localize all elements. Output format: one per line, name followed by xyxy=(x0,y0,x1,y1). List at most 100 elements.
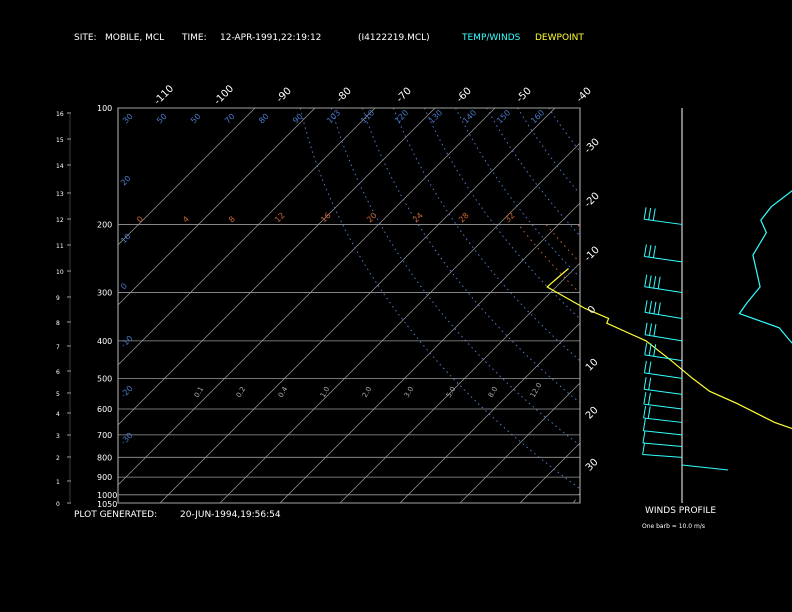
isotherm-line xyxy=(459,382,580,503)
dry-adiabat-label: 50 xyxy=(155,112,169,126)
dry-adiabat-label: -30 xyxy=(119,431,135,447)
wind-barb-feather xyxy=(648,377,652,390)
height-tick-label: 4 xyxy=(56,411,60,418)
mixing-ratio-label: 2.0 xyxy=(361,385,373,399)
dry-adiabat-line xyxy=(611,108,792,503)
dry-adiabat-label: 70 xyxy=(223,112,237,126)
moist-adiabat-label: 24 xyxy=(411,211,425,225)
moist-adiabat-line xyxy=(577,224,580,228)
isotherm-line xyxy=(640,108,792,503)
wind-barb xyxy=(681,464,729,471)
moist-adiabat-label: 8 xyxy=(227,214,237,224)
wind-barb-feather xyxy=(643,244,647,257)
dry-adiabat-label: 140 xyxy=(461,108,478,125)
wind-barb-feather xyxy=(648,245,652,258)
wind-barb-feather xyxy=(642,442,646,455)
legend-dewpoint: DEWPOINT xyxy=(535,33,584,43)
wind-barb-feather xyxy=(643,405,647,419)
pressure-tick-label: 600 xyxy=(97,405,112,414)
wind-barb-feather xyxy=(652,245,656,258)
wind-barb-feather xyxy=(648,275,652,288)
mixing-ratio-label: 0.4 xyxy=(277,385,290,399)
dry-adiabat-label: 0 xyxy=(119,281,129,291)
right-temp-label: -20 xyxy=(583,191,602,210)
isotherm-line xyxy=(159,108,556,503)
dry-adiabat-label: 103 xyxy=(325,108,342,125)
isotherm-line xyxy=(118,108,376,366)
dry-adiabat-label: -20 xyxy=(119,384,135,400)
wind-barb-feather xyxy=(643,377,647,390)
right-temp-label: -30 xyxy=(583,137,602,156)
moist-adiabat-line xyxy=(657,224,792,503)
wind-barb xyxy=(643,403,683,410)
dry-adiabat-label: 10 xyxy=(119,232,133,246)
wind-barb-feather xyxy=(648,361,652,374)
pressure-tick-label: 100 xyxy=(97,104,112,113)
wind-barb-feather xyxy=(647,392,651,405)
legend-temp-winds: TEMP/WINDS xyxy=(462,33,521,43)
dry-adiabat-line xyxy=(642,108,792,503)
isotherm-line xyxy=(339,262,580,503)
dry-adiabat-label: -10 xyxy=(119,334,135,350)
site-label: SITE: xyxy=(74,33,97,43)
isotherm-line xyxy=(118,108,256,246)
mixing-ratio-line xyxy=(573,492,580,503)
pressure-tick-label: 200 xyxy=(97,220,112,229)
pressure-tick-label: 300 xyxy=(97,289,112,298)
height-tick-label: 11 xyxy=(56,243,64,250)
isotherm-line xyxy=(118,108,316,306)
plot-frame xyxy=(117,107,581,504)
moist-adiabat-line xyxy=(709,224,792,503)
wind-barb-feather xyxy=(653,301,657,314)
temperature-profile xyxy=(738,190,792,344)
dry-adiabat-label: 120 xyxy=(393,108,410,125)
height-tick-label: 8 xyxy=(56,320,60,327)
pressure-tick-label: 800 xyxy=(97,453,112,462)
wind-barb-feather xyxy=(647,406,651,419)
right-temp-label: -10 xyxy=(583,245,602,264)
wind-barb-feather xyxy=(642,418,646,431)
pressure-tick-label: 400 xyxy=(97,337,112,346)
wind-barb-feather xyxy=(653,324,657,337)
pressure-tick-label: 1050 xyxy=(97,500,117,509)
right-temp-label: 10 xyxy=(584,357,601,374)
moist-adiabat-label: 4 xyxy=(181,214,191,224)
moist-adiabat-label: 12 xyxy=(273,211,287,225)
isotherm-line xyxy=(118,108,496,486)
plot-generated-label: PLOT GENERATED: xyxy=(74,510,158,520)
chart-series xyxy=(546,190,792,430)
dry-adiabat-line xyxy=(735,108,792,503)
top-temp-label: -100 xyxy=(212,83,236,107)
moist-adiabat-line xyxy=(518,224,580,294)
plot-generated-value: 20-JUN-1994,19:56:54 xyxy=(180,510,281,520)
chart-labels: 1002003004005006007008009001000105001234… xyxy=(56,83,602,509)
mixing-ratio-label: 8.0 xyxy=(487,385,499,399)
pressure-tick-label: 700 xyxy=(97,431,112,440)
height-tick-label: 13 xyxy=(56,191,64,198)
isotherm-line xyxy=(579,502,580,503)
wind-barb-feather xyxy=(648,323,652,336)
wind-barb-feather xyxy=(644,342,648,355)
file-id: (I4122219.MCL) xyxy=(358,33,430,43)
wind-barb xyxy=(644,311,683,319)
pressure-tick-label: 500 xyxy=(97,374,112,383)
height-tick-label: 1 xyxy=(56,479,60,486)
mixing-ratio-line xyxy=(721,403,779,503)
wind-barb xyxy=(642,454,683,458)
wind-barb-feather xyxy=(644,300,648,313)
wind-barb-feather xyxy=(643,360,647,373)
moist-adiabat-label: 28 xyxy=(457,211,471,225)
time-label: TIME: xyxy=(182,33,207,43)
dry-adiabat-line xyxy=(766,108,792,503)
mixing-ratio-label: 3.0 xyxy=(403,385,415,399)
top-temp-label: -50 xyxy=(515,86,534,105)
dry-adiabat-label: 150 xyxy=(495,108,512,125)
moist-adiabat-label: 0 xyxy=(135,214,145,224)
dry-adiabat-label: 80 xyxy=(257,112,271,126)
wind-barb-feather xyxy=(648,343,652,356)
dewpoint-profile xyxy=(546,268,792,430)
wind-barb xyxy=(642,442,683,447)
dry-adiabat-line xyxy=(486,108,580,237)
wind-barb-feather xyxy=(653,276,657,289)
